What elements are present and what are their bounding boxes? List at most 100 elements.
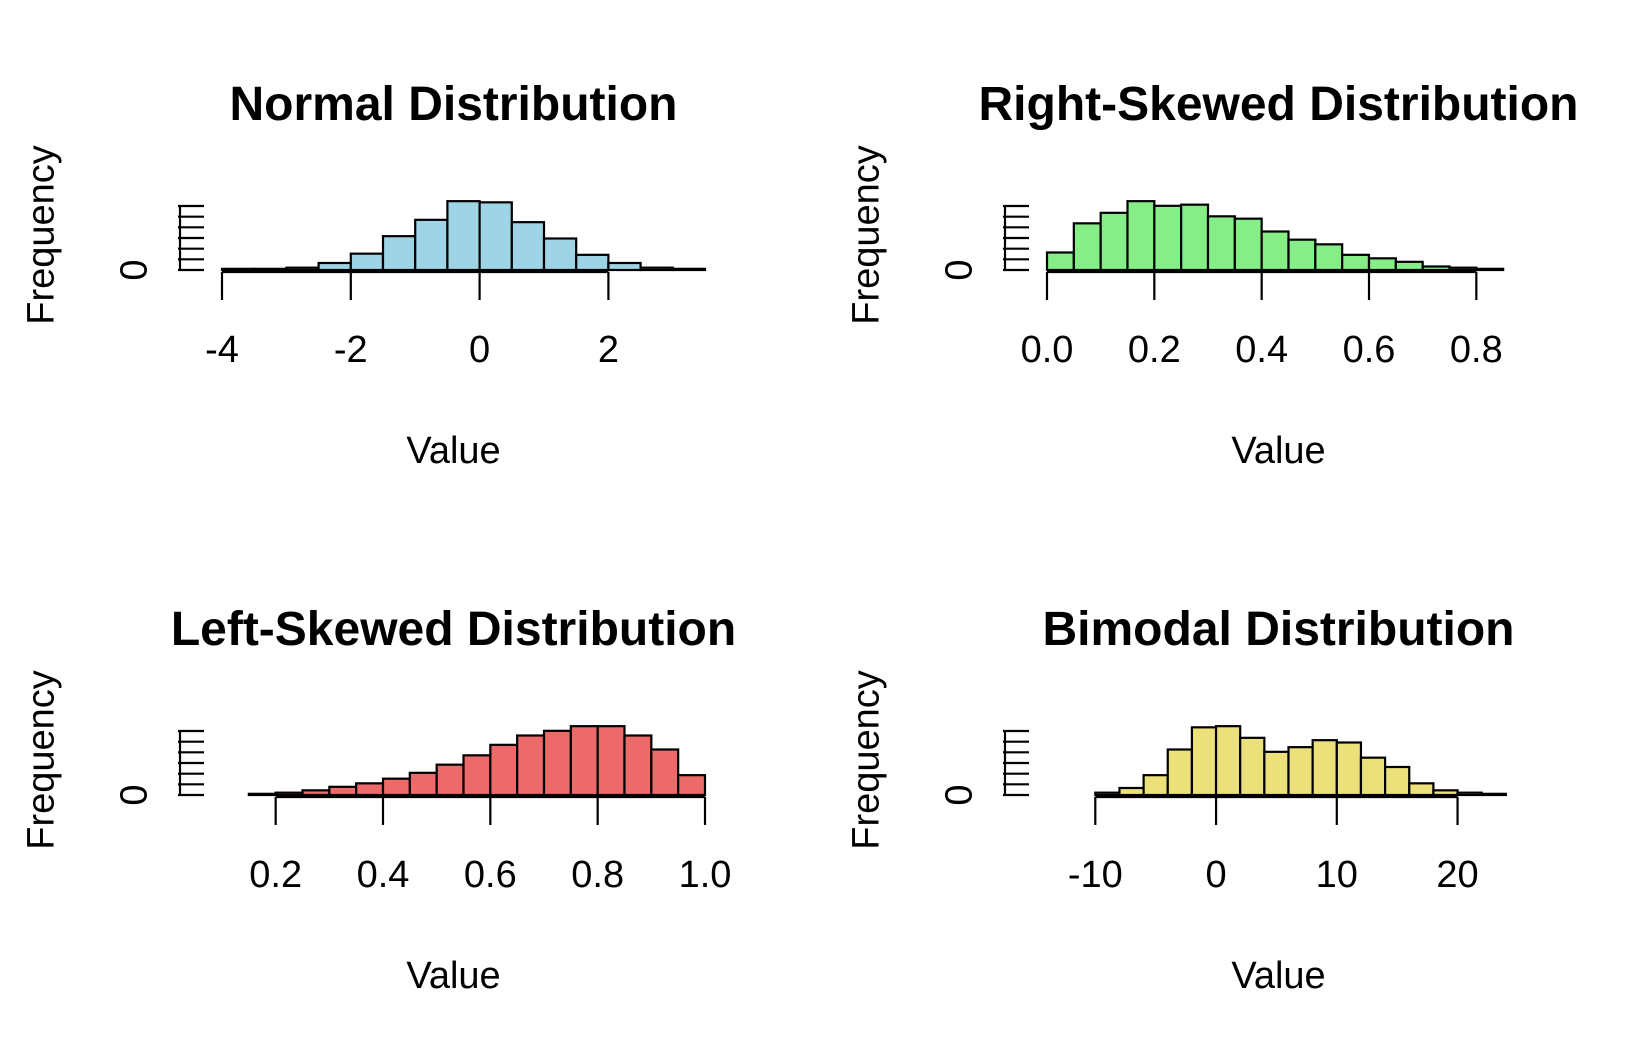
x-tick-label: 0.2 — [249, 854, 302, 896]
histogram-bar — [1180, 203, 1210, 272]
x-tick-label: 0.0 — [1021, 329, 1074, 371]
histogram-bar — [623, 734, 653, 797]
histogram-bar — [349, 252, 385, 272]
histogram-bar — [1394, 260, 1424, 272]
histogram-bar — [1118, 786, 1145, 797]
histogram-bar — [1383, 765, 1411, 797]
histogram-bar — [247, 792, 277, 797]
chart-bimodal: Bimodal Distribution -10 0 10 20 0 Value Freque… — [845, 603, 1515, 997]
x-tick-label: -2 — [334, 329, 368, 371]
chart-panel-left-skewed: Left-Skewed Distribution 0.2 0.4 0.6 0.8 1.0 0… — [0, 525, 825, 1050]
histogram-bar — [1094, 791, 1121, 797]
histogram-bar — [1099, 211, 1129, 272]
histogram-bar — [1287, 238, 1317, 272]
histogram-bar — [435, 763, 465, 797]
histogram-bar — [1153, 204, 1183, 272]
x-tick-label: 0 — [1205, 854, 1226, 896]
histogram-bar — [596, 725, 626, 797]
x-tick-label: 0.4 — [357, 854, 410, 896]
histogram-bar — [1314, 243, 1344, 272]
histogram-bar — [1335, 741, 1363, 797]
y-tick-label: 0 — [938, 784, 980, 805]
histogram-bar — [1456, 791, 1483, 797]
histogram-bar — [1239, 736, 1266, 797]
y-axis-label: Frequency — [20, 145, 62, 325]
histogram-bar — [381, 235, 417, 272]
histogram-bar — [650, 748, 680, 797]
histogram-bar — [1421, 265, 1451, 272]
histogram-bar — [355, 782, 385, 797]
histogram-bar — [1480, 792, 1507, 797]
x-tick-label: 0.4 — [1235, 329, 1288, 371]
histogram-bar — [671, 267, 707, 272]
histogram-bar — [446, 200, 481, 272]
x-tick-label: 0.2 — [1128, 329, 1181, 371]
x-tick-label: 2 — [598, 329, 619, 371]
y-axis-label: Frequency — [20, 670, 62, 850]
x-tick-label: -4 — [205, 329, 239, 371]
chart-panel-right-skewed: Right-Skewed Distribution 0.0 0.2 0.4 0.6 0.8… — [825, 0, 1650, 525]
histogram-bar — [569, 725, 599, 797]
histogram-bar — [1214, 725, 1242, 797]
histogram-bar — [408, 771, 438, 797]
histogram-bar — [1260, 230, 1290, 272]
histogram-bar — [1367, 257, 1397, 272]
histogram-bar — [1311, 739, 1338, 797]
x-tick-label: 1.0 — [679, 854, 732, 896]
x-tick-label: -10 — [1068, 854, 1123, 896]
histogram-bar — [317, 261, 352, 272]
y-axis-label: Frequency — [845, 145, 887, 325]
histogram-bar — [381, 777, 411, 797]
histogram-bar — [575, 253, 610, 272]
histogram-bar — [1341, 253, 1371, 272]
x-tick-label: 10 — [1316, 854, 1358, 896]
histogram-bar — [1408, 782, 1435, 797]
histogram-bar — [607, 261, 642, 272]
x-tick-label: 20 — [1436, 854, 1478, 896]
chart-panel-normal: Normal Distribution -4 -2 0 2 0 Value Frequency — [0, 0, 825, 525]
x-tick-label: 0 — [469, 329, 490, 371]
histogram-bar — [1142, 774, 1169, 797]
histogram-bar — [478, 201, 513, 272]
histogram-bar — [542, 729, 572, 797]
x-tick-label: 0.6 — [464, 854, 517, 896]
x-tick-label: 0.6 — [1343, 329, 1396, 371]
histogram-bar — [1206, 215, 1236, 272]
histogram-bar — [1287, 746, 1314, 797]
histogram-bar — [1263, 750, 1290, 797]
chart-left-skewed: Left-Skewed Distribution 0.2 0.4 0.6 0.8 1.0 0… — [20, 603, 736, 997]
chart-title: Left-Skewed Distribution — [171, 603, 736, 656]
histogram-bar — [1359, 756, 1387, 797]
histogram-bar — [414, 218, 449, 272]
x-tick-label: 0.8 — [571, 854, 624, 896]
histogram-bar — [1448, 266, 1478, 272]
histogram-bar — [489, 743, 519, 797]
histogram-bar — [542, 237, 578, 272]
histogram-bar — [516, 734, 546, 797]
histogram-bar — [639, 266, 674, 272]
histogram-bar — [1190, 726, 1218, 797]
x-tick-label: 0.8 — [1450, 329, 1503, 371]
histogram-bar — [285, 266, 320, 272]
y-tick-label: 0 — [113, 784, 155, 805]
x-axis-label: Value — [1231, 955, 1325, 997]
chart-right-skewed: Right-Skewed Distribution 0.0 0.2 0.4 0.6 0.8… — [845, 78, 1578, 472]
histogram-bar — [1072, 222, 1102, 272]
x-axis-label: Value — [1231, 430, 1325, 472]
histogram-bar — [328, 785, 358, 797]
chart-title: Bimodal Distribution — [1043, 603, 1515, 656]
chart-normal: Normal Distribution -4 -2 0 2 0 Value Frequency — [20, 78, 707, 472]
histogram-bar — [1432, 789, 1459, 797]
histogram-bar — [253, 267, 288, 272]
histogram-bar — [677, 774, 707, 797]
histogram-bar — [1126, 200, 1156, 272]
histogram-bar — [1166, 748, 1193, 797]
chart-title: Normal Distribution — [229, 78, 677, 131]
histogram-bar — [1045, 251, 1075, 272]
chart-panel-bimodal: Bimodal Distribution -10 0 10 20 0 Value Freque… — [825, 525, 1650, 1050]
x-axis-label: Value — [406, 955, 500, 997]
histogram-bar — [1475, 267, 1505, 272]
y-axis-label: Frequency — [845, 670, 887, 850]
y-tick-label: 0 — [113, 259, 155, 280]
histogram-bar — [274, 791, 304, 797]
